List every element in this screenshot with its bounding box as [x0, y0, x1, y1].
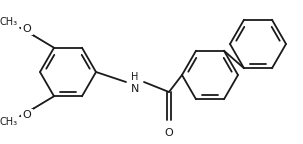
Text: CH₃: CH₃: [0, 117, 18, 127]
Text: O: O: [22, 24, 31, 34]
Text: H: H: [131, 72, 139, 82]
Text: CH₃: CH₃: [0, 17, 18, 27]
Text: O: O: [165, 128, 173, 138]
Text: O: O: [22, 110, 31, 120]
Text: N: N: [131, 84, 139, 94]
